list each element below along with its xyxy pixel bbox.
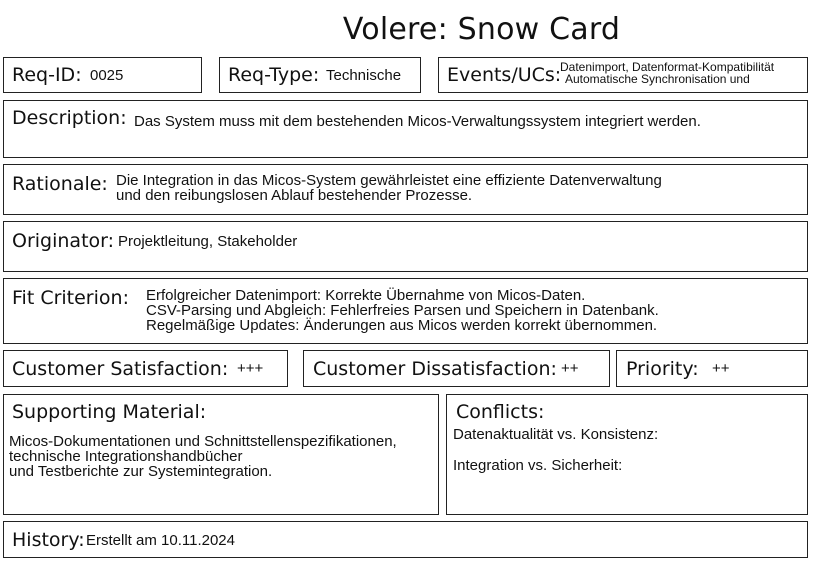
customer-satisfaction-value: +++ <box>237 360 264 377</box>
events-label: Events/UCs: <box>447 64 562 86</box>
fit-criterion-box: Fit Criterion: Erfolgreicher Datenimport… <box>3 278 808 344</box>
fit-criterion-line-3: Regelmäßige Updates: Änderungen aus Mico… <box>146 317 658 334</box>
priority-value: ++ <box>712 360 730 377</box>
conflicts-box: Conflicts: Datenaktualität vs. Konsisten… <box>446 394 808 515</box>
fit-criterion-line-2: CSV-Parsing und Abgleich: Fehlerfreies P… <box>146 302 659 319</box>
priority-label: Priority: <box>626 358 699 380</box>
req-id-box: Req-ID: 0025 <box>3 57 202 93</box>
events-box: Events/UCs: Datenimport, Datenformat-Kom… <box>438 57 808 93</box>
req-id-label: Req-ID: <box>12 64 82 86</box>
originator-label: Originator: <box>12 230 115 252</box>
supporting-material-label: Supporting Material: <box>12 401 207 423</box>
req-type-value: Technische <box>326 67 402 84</box>
history-value: Erstellt am 10.11.2024 <box>86 532 235 549</box>
rationale-label: Rationale: <box>12 173 108 195</box>
events-line-2: Automatische Synchronisation und <box>565 72 750 86</box>
fit-criterion-line-1: Erfolgreicher Datenimport: Korrekte Über… <box>146 287 586 304</box>
card-title: Volere: Snow Card <box>342 12 621 47</box>
customer-dissatisfaction-value: ++ <box>561 360 579 377</box>
customer-satisfaction-box: Customer Satisfaction: +++ <box>3 350 288 387</box>
customer-satisfaction-label: Customer Satisfaction: <box>12 358 229 380</box>
supporting-material-box: Supporting Material: Micos-Dokumentation… <box>3 394 439 515</box>
customer-dissatisfaction-label: Customer Dissatisfaction: <box>313 358 557 380</box>
priority-box: Priority: ++ <box>616 350 808 387</box>
req-type-box: Req-Type: Technische <box>219 57 421 93</box>
rationale-line-2: und den reibungslosen Ablauf bestehender… <box>116 187 473 204</box>
rationale-line-1: Die Integration in das Micos-System gewä… <box>116 172 662 189</box>
req-type-label: Req-Type: <box>228 64 320 86</box>
supporting-material-line-2: technische Integrationshandbücher <box>9 448 243 465</box>
conflicts-line-2: Integration vs. Sicherheit: <box>453 457 623 474</box>
description-label: Description: <box>12 107 127 129</box>
history-label: History: <box>12 529 85 551</box>
originator-value: Projektleitung, Stakeholder <box>118 233 298 250</box>
supporting-material-line-1: Micos-Dokumentationen und Schnittstellen… <box>9 433 397 450</box>
conflicts-line-1: Datenaktualität vs. Konsistenz: <box>453 426 659 443</box>
conflicts-label: Conflicts: <box>456 401 545 423</box>
history-box: History: Erstellt am 10.11.2024 <box>3 521 808 558</box>
events-line-1: Datenimport, Datenformat-Kompatibilität <box>560 60 775 74</box>
req-id-value: 0025 <box>90 67 124 84</box>
supporting-material-line-3: und Testberichte zur Systemintegration. <box>9 463 273 480</box>
description-box: Description: Das System muss mit dem bes… <box>3 100 808 158</box>
originator-box: Originator: Projektleitung, Stakeholder <box>3 221 808 272</box>
rationale-box: Rationale: Die Integration in das Micos-… <box>3 164 808 215</box>
customer-dissatisfaction-box: Customer Dissatisfaction: ++ <box>303 350 610 387</box>
description-value: Das System muss mit dem bestehenden Mico… <box>134 113 701 130</box>
fit-criterion-label: Fit Criterion: <box>12 287 129 309</box>
